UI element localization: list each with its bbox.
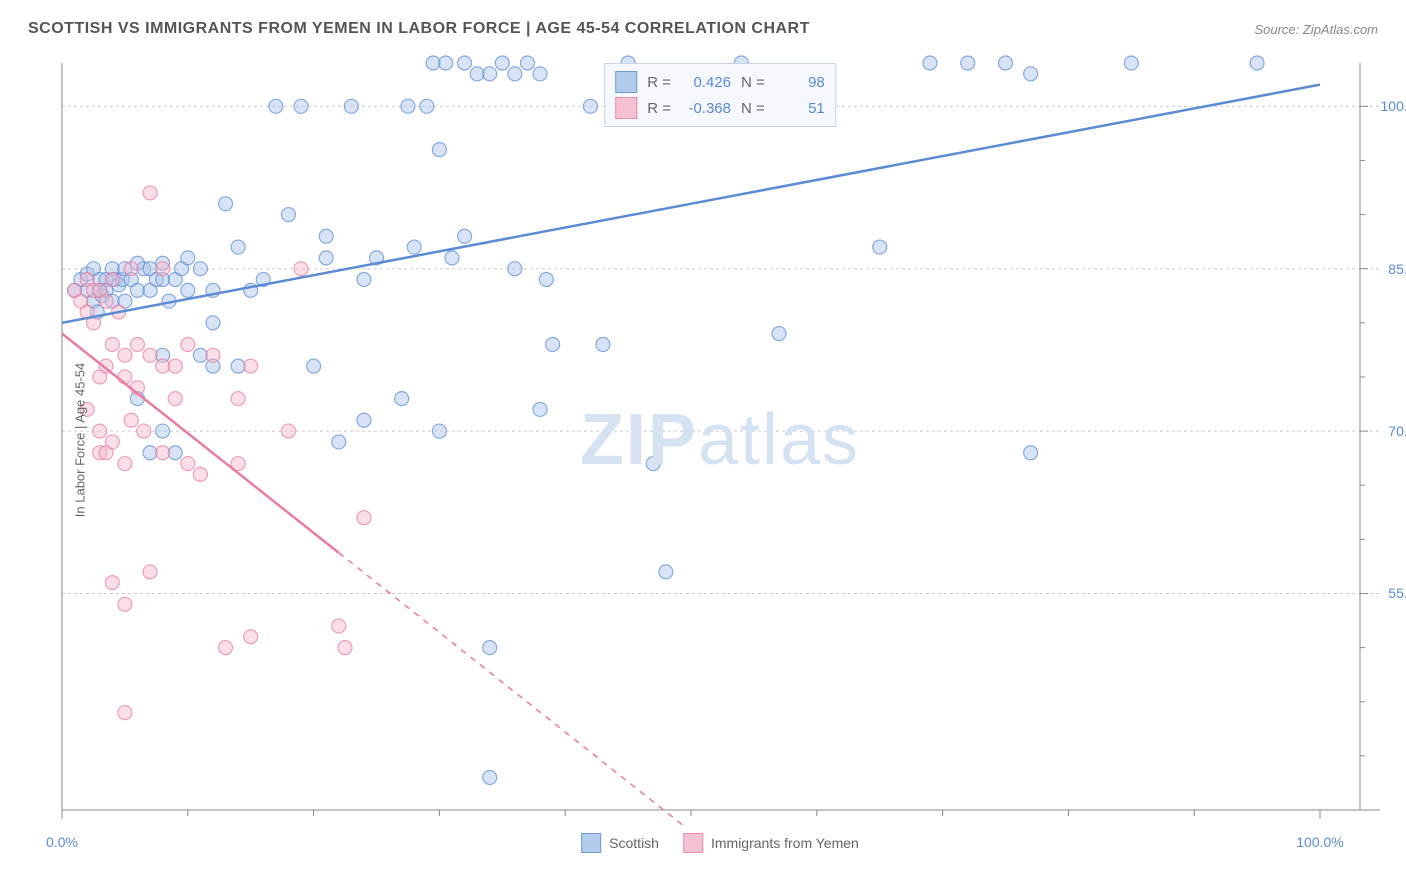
n-label: N = — [741, 74, 765, 91]
r-label: R = — [647, 100, 671, 117]
y-tick-label: 100.0% — [1381, 98, 1406, 114]
legend-item-yemen: Immigrants from Yemen — [683, 833, 859, 853]
n-value-yemen: 51 — [775, 100, 825, 117]
n-label: N = — [741, 100, 765, 117]
legend-correlation: R = 0.426 N = 98 R = -0.368 N = 51 — [604, 63, 836, 127]
legend-swatch-scottish — [615, 71, 637, 93]
chart-title: SCOTTISH VS IMMIGRANTS FROM YEMEN IN LAB… — [28, 20, 810, 38]
legend-item-scottish: Scottish — [581, 833, 659, 853]
chart-svg — [60, 55, 1380, 825]
legend-label-scottish: Scottish — [609, 835, 659, 851]
legend-swatch-yemen — [683, 833, 703, 853]
y-tick-label: 85.0% — [1388, 261, 1406, 277]
x-tick-label: 0.0% — [46, 834, 78, 850]
y-axis-label: In Labor Force | Age 45-54 — [73, 363, 88, 517]
plot-area: In Labor Force | Age 45-54 ZIPatlas R = … — [60, 55, 1380, 825]
y-tick-label: 70.0% — [1388, 423, 1406, 439]
r-value-yemen: -0.368 — [681, 100, 731, 117]
x-tick-label: 100.0% — [1296, 834, 1343, 850]
legend-label-yemen: Immigrants from Yemen — [711, 835, 859, 851]
r-value-scottish: 0.426 — [681, 74, 731, 91]
legend-row-scottish: R = 0.426 N = 98 — [615, 69, 825, 95]
source-label: Source: ZipAtlas.com — [1254, 22, 1378, 37]
legend-swatch-scottish — [581, 833, 601, 853]
r-label: R = — [647, 74, 671, 91]
legend-row-yemen: R = -0.368 N = 51 — [615, 95, 825, 121]
legend-swatch-yemen — [615, 97, 637, 119]
legend-series: Scottish Immigrants from Yemen — [581, 833, 859, 853]
y-tick-label: 55.0% — [1388, 585, 1406, 601]
n-value-scottish: 98 — [775, 74, 825, 91]
